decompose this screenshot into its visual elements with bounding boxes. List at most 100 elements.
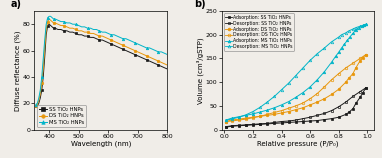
Desorption: DS TiO₂ HNPs: (0.45, 45): DS TiO₂ HNPs: (0.45, 45)	[286, 107, 291, 109]
Desorption: DS TiO₂ HNPs: (0.85, 130): DS TiO₂ HNPs: (0.85, 130)	[343, 67, 348, 69]
Desorption: SS TiO₂ HNPs: (0.6, 26): SS TiO₂ HNPs: (0.6, 26)	[308, 116, 312, 118]
MS TiO₂ HNPs	[156, 51, 161, 53]
Desorption: MS TiO₂ HNPs: (0.95, 218): MS TiO₂ HNPs: (0.95, 218)	[358, 25, 363, 27]
Adsorption: SS TiO₂ HNPs: (0.35, 13): SS TiO₂ HNPs: (0.35, 13)	[272, 122, 277, 124]
Adsorption: MS TiO₂ HNPs: (0.82, 172): MS TiO₂ HNPs: (0.82, 172)	[339, 47, 344, 49]
Adsorption: SS TiO₂ HNPs: (0.55, 17): SS TiO₂ HNPs: (0.55, 17)	[301, 121, 305, 122]
Desorption: DS TiO₂ HNPs: (0.2, 25): DS TiO₂ HNPs: (0.2, 25)	[251, 117, 255, 119]
MS TiO₂ HNPs	[109, 34, 113, 36]
Desorption: MS TiO₂ HNPs: (0.4, 84): MS TiO₂ HNPs: (0.4, 84)	[279, 89, 284, 91]
Adsorption: MS TiO₂ HNPs: (0.1, 27): MS TiO₂ HNPs: (0.1, 27)	[236, 116, 241, 118]
Desorption: MS TiO₂ HNPs: (0.87, 208): MS TiO₂ HNPs: (0.87, 208)	[346, 30, 351, 32]
Desorption: MS TiO₂ HNPs: (0.05, 22): MS TiO₂ HNPs: (0.05, 22)	[229, 118, 234, 120]
Desorption: MS TiO₂ HNPs: (0.8, 195): MS TiO₂ HNPs: (0.8, 195)	[337, 36, 341, 38]
Line: Desorption: SS TiO₂ HNPs: Desorption: SS TiO₂ HNPs	[225, 87, 367, 128]
Adsorption: MS TiO₂ HNPs: (0.92, 210): MS TiO₂ HNPs: (0.92, 210)	[353, 29, 358, 31]
Adsorption: SS TiO₂ HNPs: (0.99, 88): SS TiO₂ HNPs: (0.99, 88)	[364, 87, 368, 89]
Adsorption: DS TiO₂ HNPs: (0.25, 28): DS TiO₂ HNPs: (0.25, 28)	[258, 115, 262, 117]
Desorption: SS TiO₂ HNPs: (0.85, 58): SS TiO₂ HNPs: (0.85, 58)	[343, 101, 348, 103]
DS TiO₂ HNPs	[115, 42, 119, 44]
Adsorption: DS TiO₂ HNPs: (0.92, 130): DS TiO₂ HNPs: (0.92, 130)	[353, 67, 358, 69]
Adsorption: SS TiO₂ HNPs: (0.45, 15): SS TiO₂ HNPs: (0.45, 15)	[286, 122, 291, 123]
Desorption: DS TiO₂ HNPs: (0.6, 65): DS TiO₂ HNPs: (0.6, 65)	[308, 98, 312, 100]
Desorption: DS TiO₂ HNPs: (0.9, 140): DS TiO₂ HNPs: (0.9, 140)	[351, 62, 355, 64]
Y-axis label: Volume (cm³/gSTP): Volume (cm³/gSTP)	[197, 37, 204, 104]
Adsorption: MS TiO₂ HNPs: (0.15, 30): MS TiO₂ HNPs: (0.15, 30)	[244, 114, 248, 116]
Desorption: MS TiO₂ HNPs: (0.6, 146): MS TiO₂ HNPs: (0.6, 146)	[308, 59, 312, 61]
Adsorption: DS TiO₂ HNPs: (0.55, 46): DS TiO₂ HNPs: (0.55, 46)	[301, 107, 305, 109]
Desorption: MS TiO₂ HNPs: (0.9, 212): MS TiO₂ HNPs: (0.9, 212)	[351, 28, 355, 30]
Adsorption: DS TiO₂ HNPs: (0.2, 26): DS TiO₂ HNPs: (0.2, 26)	[251, 116, 255, 118]
Adsorption: MS TiO₂ HNPs: (0.84, 180): MS TiO₂ HNPs: (0.84, 180)	[342, 43, 346, 45]
Line: MS TiO₂ HNPs: MS TiO₂ HNPs	[35, 15, 168, 106]
Adsorption: SS TiO₂ HNPs: (0.5, 16): SS TiO₂ HNPs: (0.5, 16)	[293, 121, 298, 123]
Desorption: MS TiO₂ HNPs: (0.35, 70): MS TiO₂ HNPs: (0.35, 70)	[272, 95, 277, 97]
X-axis label: Wavelength (nm): Wavelength (nm)	[71, 140, 131, 147]
DS TiO₂ HNPs	[88, 33, 93, 34]
Adsorption: MS TiO₂ HNPs: (0.8, 163): MS TiO₂ HNPs: (0.8, 163)	[337, 51, 341, 53]
DS TiO₂ HNPs	[47, 18, 52, 20]
Desorption: MS TiO₂ HNPs: (0.85, 204): MS TiO₂ HNPs: (0.85, 204)	[343, 32, 348, 34]
Desorption: DS TiO₂ HNPs: (0.15, 22): DS TiO₂ HNPs: (0.15, 22)	[244, 118, 248, 120]
DS TiO₂ HNPs	[39, 82, 44, 84]
DS TiO₂ HNPs	[156, 60, 161, 62]
Adsorption: DS TiO₂ HNPs: (0.1, 22): DS TiO₂ HNPs: (0.1, 22)	[236, 118, 241, 120]
Desorption: MS TiO₂ HNPs: (0.92, 215): MS TiO₂ HNPs: (0.92, 215)	[353, 27, 358, 29]
Adsorption: MS TiO₂ HNPs: (0.65, 105): MS TiO₂ HNPs: (0.65, 105)	[315, 79, 319, 81]
Line: DS TiO₂ HNPs: DS TiO₂ HNPs	[35, 18, 168, 107]
Adsorption: DS TiO₂ HNPs: (0.6, 52): DS TiO₂ HNPs: (0.6, 52)	[308, 104, 312, 106]
SS TiO₂ HNPs	[39, 89, 44, 91]
Desorption: MS TiO₂ HNPs: (0.97, 220): MS TiO₂ HNPs: (0.97, 220)	[361, 24, 365, 26]
Adsorption: MS TiO₂ HNPs: (0.6, 90): MS TiO₂ HNPs: (0.6, 90)	[308, 86, 312, 88]
SS TiO₂ HNPs	[109, 43, 113, 45]
Adsorption: MS TiO₂ HNPs: (0.01, 20): MS TiO₂ HNPs: (0.01, 20)	[223, 119, 228, 121]
Adsorption: MS TiO₂ HNPs: (0.35, 46): MS TiO₂ HNPs: (0.35, 46)	[272, 107, 277, 109]
SS TiO₂ HNPs	[47, 23, 52, 25]
DS TiO₂ HNPs	[165, 64, 170, 66]
MS TiO₂ HNPs	[115, 35, 119, 37]
Desorption: SS TiO₂ HNPs: (0.25, 12): SS TiO₂ HNPs: (0.25, 12)	[258, 123, 262, 125]
Adsorption: MS TiO₂ HNPs: (0.05, 24): MS TiO₂ HNPs: (0.05, 24)	[229, 117, 234, 119]
Line: Desorption: DS TiO₂ HNPs: Desorption: DS TiO₂ HNPs	[225, 53, 367, 123]
Adsorption: MS TiO₂ HNPs: (0.25, 37): MS TiO₂ HNPs: (0.25, 37)	[258, 111, 262, 113]
Adsorption: MS TiO₂ HNPs: (0.98, 220): MS TiO₂ HNPs: (0.98, 220)	[362, 24, 367, 26]
Adsorption: SS TiO₂ HNPs: (0.95, 68): SS TiO₂ HNPs: (0.95, 68)	[358, 96, 363, 98]
Line: Adsorption: DS TiO₂ HNPs: Adsorption: DS TiO₂ HNPs	[225, 53, 367, 123]
Adsorption: SS TiO₂ HNPs: (0.9, 44): SS TiO₂ HNPs: (0.9, 44)	[351, 108, 355, 110]
Desorption: MS TiO₂ HNPs: (0.1, 26): MS TiO₂ HNPs: (0.1, 26)	[236, 116, 241, 118]
Adsorption: SS TiO₂ HNPs: (0.75, 23): SS TiO₂ HNPs: (0.75, 23)	[329, 118, 334, 120]
Adsorption: MS TiO₂ HNPs: (0.99, 222): MS TiO₂ HNPs: (0.99, 222)	[364, 23, 368, 25]
Adsorption: DS TiO₂ HNPs: (0.87, 108): DS TiO₂ HNPs: (0.87, 108)	[346, 77, 351, 79]
Adsorption: DS TiO₂ HNPs: (0.95, 145): DS TiO₂ HNPs: (0.95, 145)	[358, 60, 363, 62]
Desorption: DS TiO₂ HNPs: (0.8, 118): DS TiO₂ HNPs: (0.8, 118)	[337, 73, 341, 75]
Adsorption: SS TiO₂ HNPs: (0.01, 5): SS TiO₂ HNPs: (0.01, 5)	[223, 126, 228, 128]
Adsorption: MS TiO₂ HNPs: (0.86, 188): MS TiO₂ HNPs: (0.86, 188)	[345, 40, 350, 41]
Desorption: SS TiO₂ HNPs: (0.95, 80): SS TiO₂ HNPs: (0.95, 80)	[358, 91, 363, 93]
Adsorption: MS TiO₂ HNPs: (0.9, 203): MS TiO₂ HNPs: (0.9, 203)	[351, 32, 355, 34]
Desorption: SS TiO₂ HNPs: (0.65, 30): SS TiO₂ HNPs: (0.65, 30)	[315, 114, 319, 116]
SS TiO₂ HNPs	[34, 105, 38, 107]
Y-axis label: Diffuse reflectance (%): Diffuse reflectance (%)	[15, 30, 21, 111]
Desorption: DS TiO₂ HNPs: (0.4, 40): DS TiO₂ HNPs: (0.4, 40)	[279, 110, 284, 112]
Adsorption: MS TiO₂ HNPs: (0.94, 215): MS TiO₂ HNPs: (0.94, 215)	[356, 27, 361, 29]
Adsorption: MS TiO₂ HNPs: (0.45, 59): MS TiO₂ HNPs: (0.45, 59)	[286, 101, 291, 103]
Desorption: SS TiO₂ HNPs: (0.4, 17): SS TiO₂ HNPs: (0.4, 17)	[279, 121, 284, 122]
SS TiO₂ HNPs	[165, 68, 170, 70]
Text: b): b)	[194, 0, 206, 9]
Adsorption: MS TiO₂ HNPs: (0.75, 142): MS TiO₂ HNPs: (0.75, 142)	[329, 61, 334, 63]
Adsorption: SS TiO₂ HNPs: (0.1, 8): SS TiO₂ HNPs: (0.1, 8)	[236, 125, 241, 127]
Desorption: SS TiO₂ HNPs: (0.8, 48): SS TiO₂ HNPs: (0.8, 48)	[337, 106, 341, 108]
Desorption: MS TiO₂ HNPs: (0.01, 20): MS TiO₂ HNPs: (0.01, 20)	[223, 119, 228, 121]
Adsorption: DS TiO₂ HNPs: (0.7, 65): DS TiO₂ HNPs: (0.7, 65)	[322, 98, 327, 100]
Adsorption: DS TiO₂ HNPs: (0.5, 42): DS TiO₂ HNPs: (0.5, 42)	[293, 109, 298, 111]
Desorption: MS TiO₂ HNPs: (0.75, 185): MS TiO₂ HNPs: (0.75, 185)	[329, 41, 334, 43]
SS TiO₂ HNPs	[156, 64, 161, 66]
Desorption: SS TiO₂ HNPs: (0.45, 18): SS TiO₂ HNPs: (0.45, 18)	[286, 120, 291, 122]
MS TiO₂ HNPs	[165, 54, 170, 55]
Desorption: MS TiO₂ HNPs: (0.15, 31): MS TiO₂ HNPs: (0.15, 31)	[244, 114, 248, 116]
Adsorption: SS TiO₂ HNPs: (0.65, 19): SS TiO₂ HNPs: (0.65, 19)	[315, 120, 319, 122]
Desorption: DS TiO₂ HNPs: (0.3, 32): DS TiO₂ HNPs: (0.3, 32)	[265, 113, 270, 115]
Adsorption: SS TiO₂ HNPs: (0.87, 36): SS TiO₂ HNPs: (0.87, 36)	[346, 112, 351, 113]
Desorption: DS TiO₂ HNPs: (0.01, 17): DS TiO₂ HNPs: (0.01, 17)	[223, 121, 228, 122]
MS TiO₂ HNPs	[88, 27, 93, 29]
